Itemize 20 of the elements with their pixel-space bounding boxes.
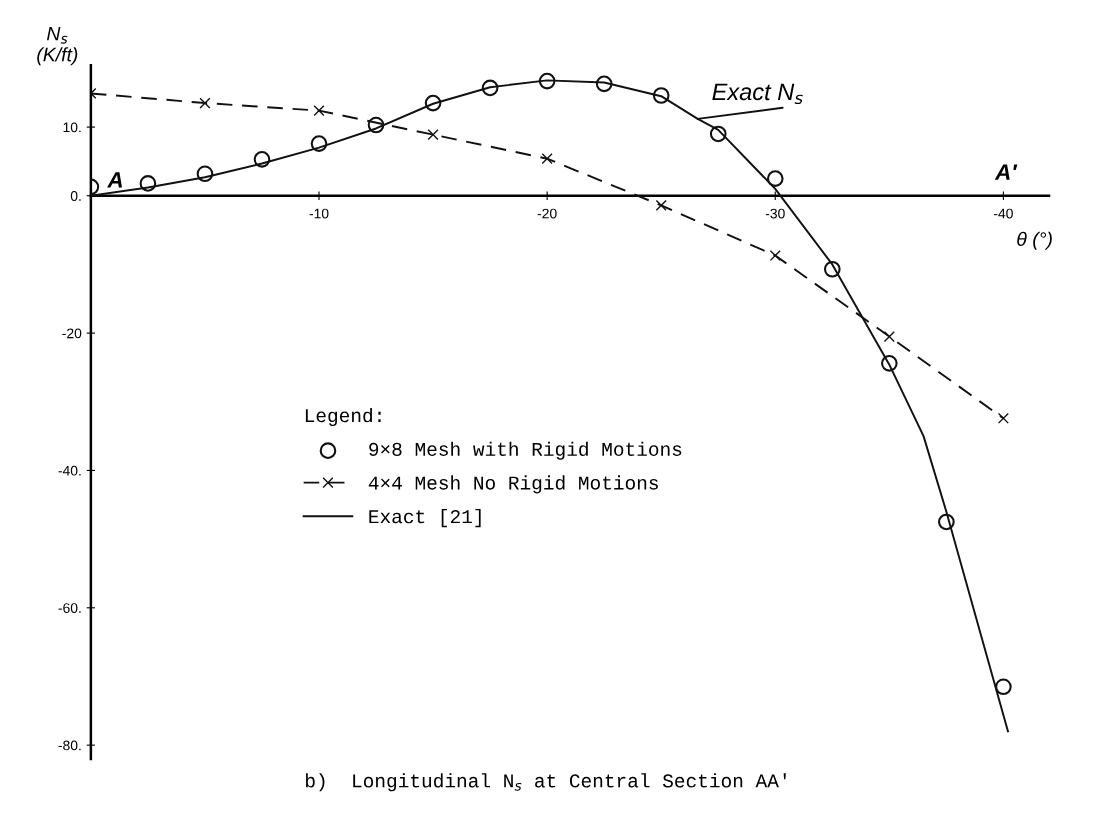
x-axis-title: θ (°) — [1017, 231, 1052, 250]
annotation: Exact N$_{s}$ — [712, 83, 803, 105]
y-tick-label: -20 — [62, 328, 82, 339]
y-tick-label: -60. — [58, 603, 81, 613]
legend-title: Legend: — [305, 407, 381, 427]
legend-label: 9×8 Mesh with Rigid Motions — [369, 441, 682, 460]
legend-label: Exact [21] — [369, 509, 481, 528]
annotation: A — [107, 172, 122, 188]
y-tick-label: 10. — [63, 122, 81, 133]
legend-label: 4×4 Mesh No Rigid Motions — [368, 475, 658, 494]
y-tick-label: -80. — [58, 740, 81, 751]
y-axis-title: N$_{s}$ (K/ft) — [37, 26, 78, 66]
y-tick-label: 0. — [70, 191, 81, 201]
y-tick-label: -40. — [58, 465, 81, 476]
x-tick-label: -30 — [765, 208, 785, 219]
text: b) Longitudinal N$_{s}$ at Central Section AA′ — [306, 773, 786, 792]
annotation: A′ — [994, 164, 1018, 180]
x-tick-label: -20 — [537, 208, 557, 219]
x-tick-label: -40 — [993, 208, 1013, 219]
x-tick-label: -10 — [309, 208, 329, 219]
